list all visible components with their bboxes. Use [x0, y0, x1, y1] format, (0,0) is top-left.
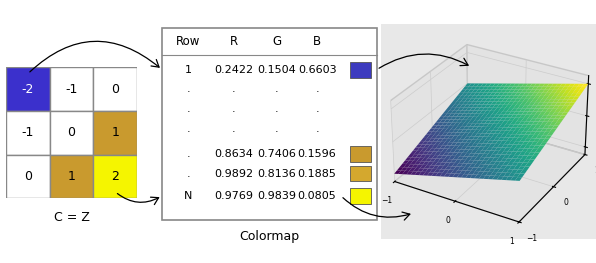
Text: 2: 2 [111, 170, 119, 183]
Text: .: . [275, 84, 278, 94]
Text: .: . [187, 104, 190, 114]
Text: 0.8136: 0.8136 [257, 169, 296, 179]
Text: 0: 0 [67, 126, 76, 139]
Text: 0.8634: 0.8634 [214, 149, 253, 159]
Text: .: . [315, 104, 319, 114]
Text: Row: Row [176, 35, 200, 48]
Bar [49, 67, 94, 111]
Bar [94, 155, 137, 198]
Bar [49, 111, 94, 155]
Text: 0.1504: 0.1504 [257, 65, 296, 75]
Text: B: B [313, 35, 321, 48]
Text: 0.2422: 0.2422 [214, 65, 253, 75]
Text: .: . [187, 124, 190, 134]
Text: 0.1596: 0.1596 [297, 149, 337, 159]
Bar [94, 67, 137, 111]
Text: 0.6603: 0.6603 [298, 65, 336, 75]
Text: .: . [315, 124, 319, 134]
Bar [6, 111, 49, 155]
Text: C = Z: C = Z [54, 211, 89, 225]
Text: R: R [229, 35, 238, 48]
Text: -2: -2 [21, 83, 34, 96]
Text: 0.1885: 0.1885 [297, 169, 337, 179]
Text: Colormap: Colormap [240, 230, 299, 243]
Bar [94, 111, 137, 155]
Text: .: . [232, 104, 235, 114]
Text: N: N [184, 191, 193, 201]
Text: .: . [232, 84, 235, 94]
Text: 0: 0 [111, 83, 119, 96]
Text: .: . [232, 124, 235, 134]
Text: 1: 1 [185, 65, 192, 75]
Bar [350, 188, 371, 204]
Text: 1: 1 [67, 170, 76, 183]
Text: 1: 1 [111, 126, 119, 139]
Bar [350, 62, 371, 78]
Bar [162, 28, 377, 220]
Bar [6, 155, 49, 198]
Text: .: . [315, 84, 319, 94]
Text: G: G [272, 35, 281, 48]
Text: 0.9839: 0.9839 [257, 191, 296, 201]
Text: -1: -1 [66, 83, 77, 96]
Text: .: . [187, 84, 190, 94]
Text: 0.0805: 0.0805 [297, 191, 337, 201]
Text: .: . [275, 104, 278, 114]
Text: .: . [187, 169, 190, 179]
Bar [49, 155, 94, 198]
Text: 0: 0 [24, 170, 32, 183]
Text: 0.7406: 0.7406 [257, 149, 296, 159]
Bar [350, 146, 371, 162]
Text: -1: -1 [21, 126, 34, 139]
Text: .: . [187, 149, 190, 159]
Text: 0.9769: 0.9769 [214, 191, 253, 201]
Bar [6, 67, 49, 111]
Bar [350, 166, 371, 181]
Text: 0.9892: 0.9892 [214, 169, 253, 179]
Text: .: . [275, 124, 278, 134]
